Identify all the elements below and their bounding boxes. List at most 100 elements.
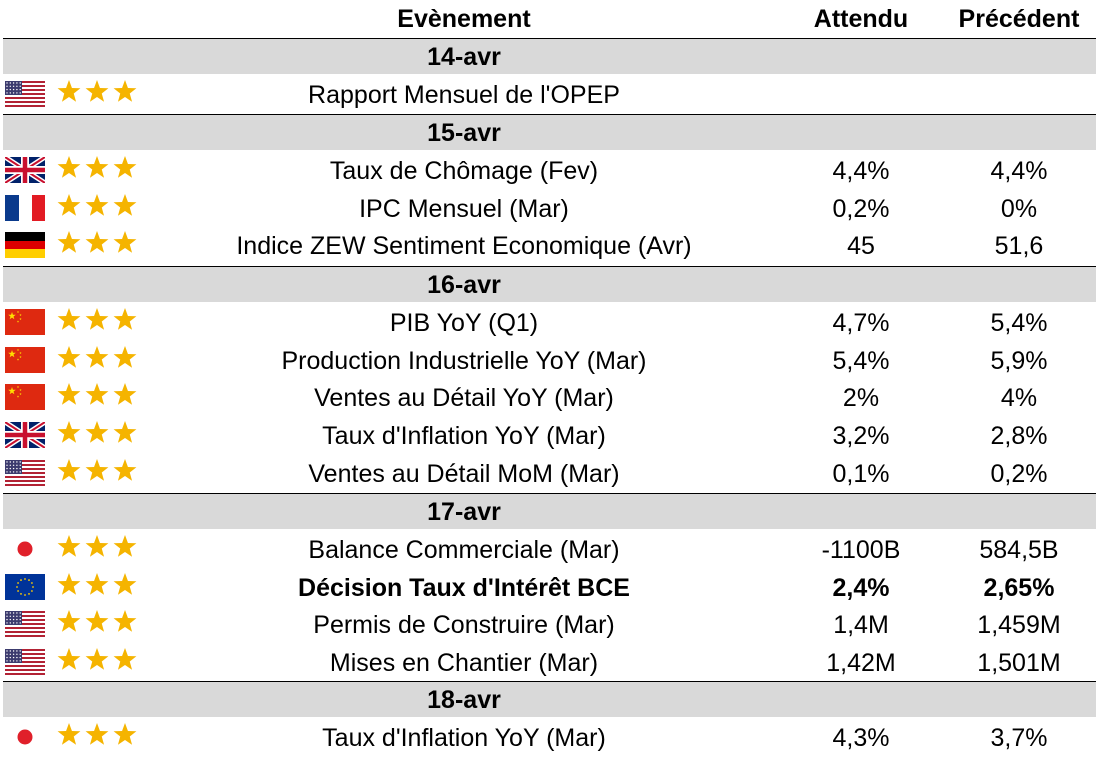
star-icon bbox=[57, 534, 81, 560]
date-label: 15-avr bbox=[427, 119, 501, 147]
star-icon bbox=[85, 609, 109, 635]
expected-value: 0,2% bbox=[832, 194, 890, 223]
expected-value: 5,4% bbox=[832, 346, 890, 375]
importance-stars bbox=[57, 420, 137, 446]
us-flag-icon bbox=[5, 81, 45, 107]
star-icon bbox=[85, 382, 109, 408]
france-flag-icon bbox=[5, 194, 45, 221]
expected-value: 1,4M bbox=[833, 611, 889, 640]
expected-value: 2,4% bbox=[832, 573, 890, 602]
star-icon bbox=[113, 534, 137, 560]
star-icon bbox=[85, 155, 109, 181]
expected-value: 4,3% bbox=[832, 724, 890, 752]
table-row: Ventes au Détail YoY (Mar) 2% 4% bbox=[0, 378, 1096, 415]
event-name: Indice ZEW Sentiment Economique (Avr) bbox=[236, 232, 692, 261]
star-icon bbox=[113, 193, 137, 219]
star-icon bbox=[57, 307, 81, 333]
importance-stars bbox=[57, 382, 137, 408]
us-flag-icon bbox=[5, 459, 45, 486]
japan-flag-icon bbox=[5, 724, 45, 750]
date-label: 16-avr bbox=[427, 271, 501, 299]
star-icon bbox=[85, 722, 109, 748]
star-icon bbox=[113, 458, 137, 484]
star-icon bbox=[57, 647, 81, 673]
event-name: IPC Mensuel (Mar) bbox=[359, 194, 569, 223]
importance-stars bbox=[57, 647, 137, 673]
star-icon bbox=[85, 420, 109, 446]
china-flag-icon bbox=[5, 309, 45, 335]
table-row: Taux d'Inflation YoY (Mar) 3,2% 2,8% bbox=[0, 416, 1096, 453]
star-icon bbox=[113, 609, 137, 635]
date-separator: 14-avr bbox=[3, 38, 1096, 74]
header-event: Evènement bbox=[397, 5, 531, 33]
expected-value: 0,1% bbox=[832, 459, 890, 488]
importance-stars bbox=[57, 572, 137, 598]
event-name: Mises en Chantier (Mar) bbox=[329, 649, 599, 678]
star-icon bbox=[57, 458, 81, 484]
header-previous: Précédent bbox=[958, 5, 1080, 33]
previous-value bbox=[944, 75, 1094, 112]
eu-flag-icon bbox=[5, 573, 45, 600]
previous-value: 5,4% bbox=[990, 309, 1048, 337]
table-row: Ventes au Détail MoM (Mar) 0,1% 0,2% bbox=[0, 454, 1096, 491]
previous-value: 584,5B bbox=[979, 536, 1059, 564]
japan-flag-icon bbox=[5, 536, 45, 562]
table-row: Balance Commerciale (Mar) -1100B 584,5B bbox=[0, 530, 1096, 567]
us-flag-icon bbox=[5, 611, 45, 638]
expected-value: 45 bbox=[847, 232, 875, 261]
previous-value: 2,65% bbox=[983, 573, 1055, 602]
uk-flag-icon bbox=[5, 422, 45, 449]
previous-value: 4% bbox=[1000, 384, 1038, 413]
star-icon bbox=[57, 572, 81, 598]
event-name: Production Industrielle YoY (Mar) bbox=[281, 346, 647, 375]
star-icon bbox=[85, 230, 109, 256]
star-icon bbox=[85, 534, 109, 560]
star-icon bbox=[57, 609, 81, 635]
importance-stars bbox=[57, 79, 137, 105]
star-icon bbox=[113, 307, 137, 333]
event-name: Taux d'Inflation YoY (Mar) bbox=[322, 422, 606, 451]
importance-stars bbox=[57, 155, 137, 181]
event-name: Balance Commerciale (Mar) bbox=[308, 536, 620, 564]
importance-stars bbox=[57, 230, 137, 256]
importance-stars bbox=[57, 534, 137, 560]
importance-stars bbox=[57, 458, 137, 484]
event-name: Décision Taux d'Intérêt BCE bbox=[298, 573, 630, 602]
importance-stars bbox=[57, 722, 137, 748]
table-row: Mises en Chantier (Mar) 1,42M 1,501M bbox=[0, 643, 1096, 680]
table-row: Taux d'Inflation YoY (Mar) 4,3% 3,7% bbox=[0, 718, 1096, 755]
table-row: Production Industrielle YoY (Mar) 5,4% 5,9… bbox=[0, 341, 1096, 378]
star-icon bbox=[57, 79, 81, 105]
table-row: Indice ZEW Sentiment Economique (Avr) 45 5… bbox=[0, 226, 1096, 263]
importance-stars bbox=[57, 609, 137, 635]
date-separator: 16-avr bbox=[3, 266, 1096, 302]
event-name: Ventes au Détail YoY (Mar) bbox=[314, 384, 614, 413]
table-row: Permis de Construire (Mar) 1,4M 1,459M bbox=[0, 605, 1096, 642]
importance-stars bbox=[57, 307, 137, 333]
star-icon bbox=[113, 79, 137, 105]
table-header: Evènement Attendu Précédent bbox=[0, 0, 1096, 38]
star-icon bbox=[85, 572, 109, 598]
date-separator: 18-avr bbox=[3, 681, 1096, 717]
date-label: 14-avr bbox=[427, 43, 501, 71]
event-name: Taux de Chômage (Fev) bbox=[329, 157, 599, 185]
event-name: Rapport Mensuel de l'OPEP bbox=[308, 81, 620, 109]
importance-stars bbox=[57, 345, 137, 371]
previous-value: 3,7% bbox=[990, 724, 1048, 752]
event-name: Permis de Construire (Mar) bbox=[313, 611, 615, 640]
germany-flag-icon bbox=[5, 232, 45, 259]
date-separator: 15-avr bbox=[3, 114, 1096, 150]
previous-value: 0% bbox=[1000, 194, 1038, 223]
expected-value bbox=[786, 75, 936, 112]
china-flag-icon bbox=[5, 346, 45, 373]
importance-stars bbox=[57, 193, 137, 219]
star-icon bbox=[85, 647, 109, 673]
table-row: Rapport Mensuel de l'OPEP bbox=[0, 75, 1096, 112]
date-label: 18-avr bbox=[427, 686, 501, 714]
expected-value: 4,4% bbox=[832, 157, 890, 185]
table-row: Taux de Chômage (Fev) 4,4% 4,4% bbox=[0, 151, 1096, 188]
header-expected: Attendu bbox=[813, 5, 909, 33]
previous-value: 51,6 bbox=[994, 232, 1044, 261]
previous-value: 1,459M bbox=[977, 611, 1061, 640]
